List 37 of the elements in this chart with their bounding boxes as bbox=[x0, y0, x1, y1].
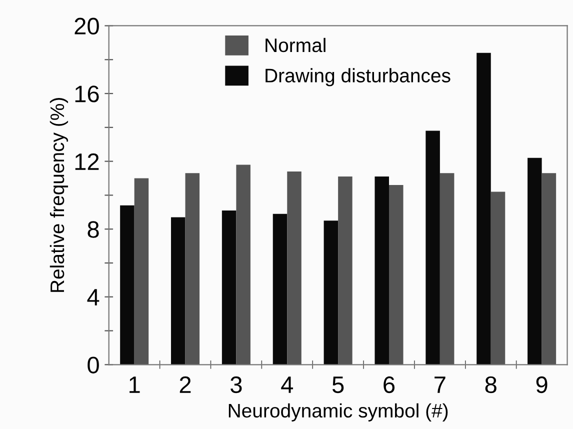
bar bbox=[287, 171, 302, 365]
bar bbox=[528, 158, 542, 365]
x-tick-label: 8 bbox=[485, 376, 496, 394]
x-tick-label: 1 bbox=[130, 376, 140, 393]
bar bbox=[171, 217, 186, 365]
bar bbox=[185, 173, 200, 365]
y-tick-label: 8 bbox=[88, 221, 99, 238]
bar bbox=[134, 178, 149, 365]
x-tick-label: 2 bbox=[180, 376, 191, 393]
bar bbox=[490, 192, 506, 365]
bar bbox=[542, 173, 556, 365]
bar bbox=[476, 52, 491, 365]
y-axis-title: Relative frequency (%) bbox=[50, 98, 68, 292]
x-tick-label: 9 bbox=[536, 376, 548, 394]
y-tick-label: 4 bbox=[87, 289, 100, 306]
x-axis-title: Neurodynamic symbol (#) bbox=[228, 403, 448, 422]
bar bbox=[272, 214, 288, 365]
x-tick-label: 6 bbox=[384, 376, 395, 394]
bar bbox=[338, 176, 352, 365]
bar bbox=[426, 130, 440, 365]
y-tick-label: 0 bbox=[88, 356, 99, 374]
x-tick-label: 3 bbox=[230, 376, 242, 394]
bar bbox=[236, 164, 250, 365]
bar bbox=[374, 176, 390, 365]
legend-label: Normal bbox=[266, 38, 326, 52]
y-tick-label: 12 bbox=[75, 153, 99, 170]
y-tick-label: 16 bbox=[75, 86, 99, 102]
bar bbox=[440, 173, 454, 365]
x-tick-label: 7 bbox=[434, 376, 446, 393]
legend-label: Drawing disturbances bbox=[266, 68, 450, 86]
bar bbox=[222, 210, 236, 365]
bar bbox=[324, 220, 338, 365]
bar bbox=[389, 185, 404, 365]
x-tick-label: 4 bbox=[281, 376, 294, 393]
x-tick-label: 5 bbox=[332, 376, 344, 394]
bar bbox=[120, 205, 134, 365]
y-tick-label: 20 bbox=[74, 18, 99, 35]
